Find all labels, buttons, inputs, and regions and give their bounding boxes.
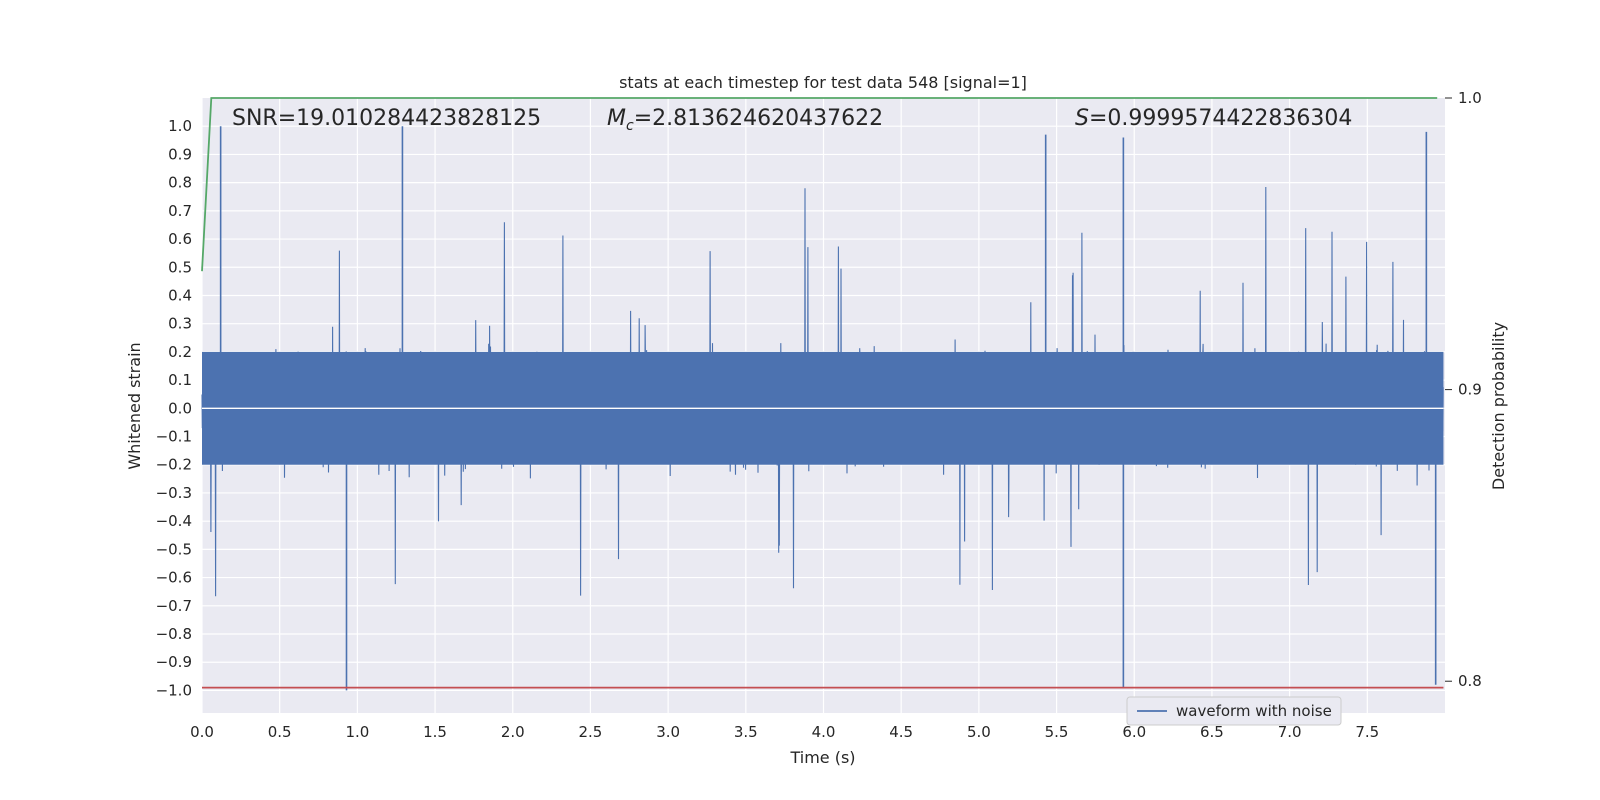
y-axis-label: Whitened strain bbox=[125, 342, 144, 469]
right-tick-label: 0.9 bbox=[1458, 381, 1482, 399]
y-tick-label: −0.4 bbox=[156, 512, 192, 530]
legend: waveform with noise bbox=[1126, 696, 1342, 726]
x-tick-label: 2.5 bbox=[579, 723, 603, 741]
x-tick-label: 1.5 bbox=[423, 723, 447, 741]
snr-annotation: SNR=19.010284423828125 bbox=[232, 106, 541, 131]
x-tick-label: 0.0 bbox=[190, 723, 214, 741]
x-tick-label: 0.5 bbox=[268, 723, 292, 741]
y-tick-label: 0.9 bbox=[168, 145, 192, 163]
x-tick-label: 7.5 bbox=[1355, 723, 1379, 741]
y-tick-label: −0.2 bbox=[156, 456, 192, 474]
chirp-mass-annotation: Mc=2.813624620437622 bbox=[607, 106, 883, 134]
x-tick-label: 2.0 bbox=[501, 723, 525, 741]
score-annotation: S=0.9999574422836304 bbox=[1075, 106, 1352, 131]
y-axis-ticks: 1.0 0.9 0.8 0.7 0.6 0.5 0.4 0.3 0.2 0.1 0.0 −0.1 −0.… bbox=[156, 117, 192, 699]
y-tick-label: −0.7 bbox=[156, 597, 192, 615]
x-tick-label: 3.0 bbox=[656, 723, 680, 741]
y-tick-label: −0.8 bbox=[156, 625, 192, 643]
overlay-lines bbox=[201, 97, 1444, 689]
y-tick-label: −0.3 bbox=[156, 484, 192, 502]
y-tick-label: 0.7 bbox=[168, 202, 192, 220]
x-tick-label: 3.5 bbox=[734, 723, 758, 741]
x-axis-label: Time (s) bbox=[789, 748, 855, 767]
right-tick-label: 0.8 bbox=[1458, 672, 1482, 690]
right-axis-ticks: 1.0 0.9 0.8 bbox=[1445, 89, 1482, 690]
y-tick-label: 0.0 bbox=[168, 399, 192, 417]
y-tick-label: 0.6 bbox=[168, 230, 192, 248]
legend-box bbox=[1126, 696, 1342, 726]
y-tick-label: −0.9 bbox=[156, 653, 192, 671]
y-tick-label: 0.1 bbox=[168, 371, 192, 389]
right-tick-label: 1.0 bbox=[1458, 89, 1482, 107]
y-tick-label: 0.3 bbox=[168, 315, 192, 333]
y-tick-label: −0.1 bbox=[156, 428, 192, 446]
x-tick-label: 5.5 bbox=[1045, 723, 1069, 741]
y-tick-label: 0.2 bbox=[168, 343, 192, 361]
x-tick-label: 4.0 bbox=[812, 723, 836, 741]
right-axis-label: Detection probability bbox=[1489, 322, 1508, 490]
x-tick-label: 6.0 bbox=[1122, 723, 1146, 741]
y-tick-label: −0.5 bbox=[156, 540, 192, 558]
x-tick-label: 5.0 bbox=[967, 723, 991, 741]
y-tick-label: 0.4 bbox=[168, 286, 192, 304]
x-tick-label: 6.5 bbox=[1200, 723, 1224, 741]
chart-title: stats at each timestep for test data 548… bbox=[619, 73, 1027, 92]
y-tick-label: 1.0 bbox=[168, 117, 192, 135]
y-tick-label: −1.0 bbox=[156, 681, 192, 699]
x-tick-label: 1.0 bbox=[345, 723, 369, 741]
y-tick-label: 0.8 bbox=[168, 174, 192, 192]
detection-probability-line bbox=[201, 97, 1438, 272]
legend-label: waveform with noise bbox=[1176, 702, 1332, 720]
y-tick-label: 0.5 bbox=[168, 258, 192, 276]
x-tick-label: 7.0 bbox=[1278, 723, 1302, 741]
x-tick-label: 4.5 bbox=[889, 723, 913, 741]
x-axis-ticks: 0.0 0.5 1.0 1.5 2.0 2.5 3.0 3.5 4.0 4.5 5.0 5.5 6.0 6… bbox=[190, 723, 1379, 741]
y-tick-label: −0.6 bbox=[156, 569, 192, 587]
